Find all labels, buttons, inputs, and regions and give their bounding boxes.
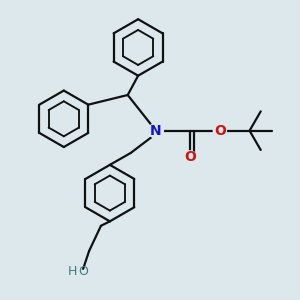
Text: H: H: [68, 266, 77, 278]
Text: N: N: [150, 124, 162, 138]
Circle shape: [213, 124, 226, 137]
Text: O: O: [214, 124, 226, 138]
Text: O: O: [184, 150, 196, 164]
Text: O: O: [79, 266, 88, 278]
Circle shape: [184, 151, 197, 164]
Circle shape: [148, 123, 164, 138]
